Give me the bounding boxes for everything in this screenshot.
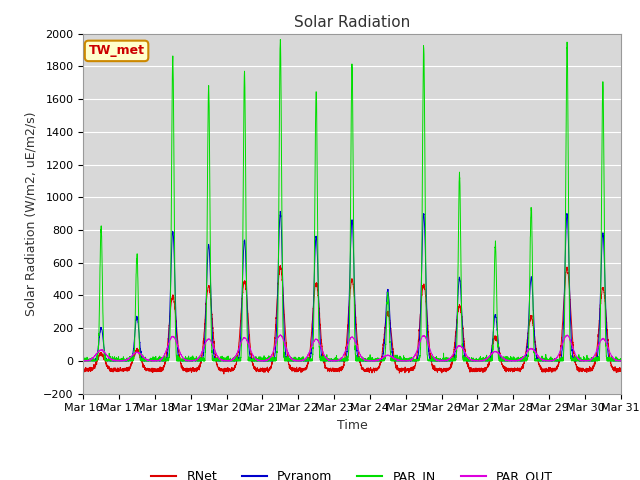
PAR_IN	[503, 358, 511, 364]
PAR_IN	[473, 358, 481, 364]
RNet	[473, 367, 481, 373]
Line: Pyranom: Pyranom	[83, 211, 621, 361]
PAR_IN	[79, 358, 87, 364]
PAR_IN	[617, 358, 625, 364]
Pyranom	[79, 358, 87, 364]
Pyranom	[332, 356, 340, 362]
PAR_OUT	[473, 358, 481, 363]
PAR_IN	[616, 356, 624, 362]
PAR_OUT	[276, 332, 284, 338]
PAR_IN	[176, 358, 184, 364]
PAR_OUT	[503, 357, 511, 363]
Line: PAR_OUT: PAR_OUT	[83, 335, 621, 361]
PAR_IN	[443, 357, 451, 362]
RNet	[332, 367, 340, 373]
PAR_OUT	[79, 358, 87, 364]
RNet	[443, 368, 451, 374]
PAR_OUT	[79, 358, 87, 363]
PAR_OUT	[616, 358, 624, 364]
RNet	[616, 368, 624, 374]
Line: PAR_IN: PAR_IN	[83, 39, 621, 361]
PAR_OUT	[443, 358, 451, 363]
Pyranom	[503, 357, 511, 363]
RNet	[79, 365, 87, 371]
Legend: RNet, Pyranom, PAR_IN, PAR_OUT: RNet, Pyranom, PAR_IN, PAR_OUT	[147, 465, 557, 480]
Pyranom	[276, 208, 284, 214]
RNet	[176, 354, 184, 360]
PAR_IN	[79, 357, 87, 363]
Y-axis label: Solar Radiation (W/m2, uE/m2/s): Solar Radiation (W/m2, uE/m2/s)	[24, 111, 37, 316]
PAR_OUT	[617, 358, 625, 364]
Pyranom	[176, 357, 184, 362]
Line: RNet: RNet	[83, 265, 621, 374]
PAR_IN	[276, 36, 284, 42]
Pyranom	[616, 358, 624, 364]
Pyranom	[617, 358, 625, 364]
PAR_OUT	[176, 349, 184, 355]
Title: Solar Radiation: Solar Radiation	[294, 15, 410, 30]
X-axis label: Time: Time	[337, 419, 367, 432]
RNet	[617, 368, 625, 374]
PAR_OUT	[332, 358, 340, 363]
Pyranom	[443, 358, 451, 363]
PAR_IN	[332, 358, 340, 364]
RNet	[220, 371, 228, 377]
Pyranom	[472, 358, 480, 364]
RNet	[503, 367, 511, 372]
Text: TW_met: TW_met	[88, 44, 145, 58]
RNet	[276, 263, 284, 268]
